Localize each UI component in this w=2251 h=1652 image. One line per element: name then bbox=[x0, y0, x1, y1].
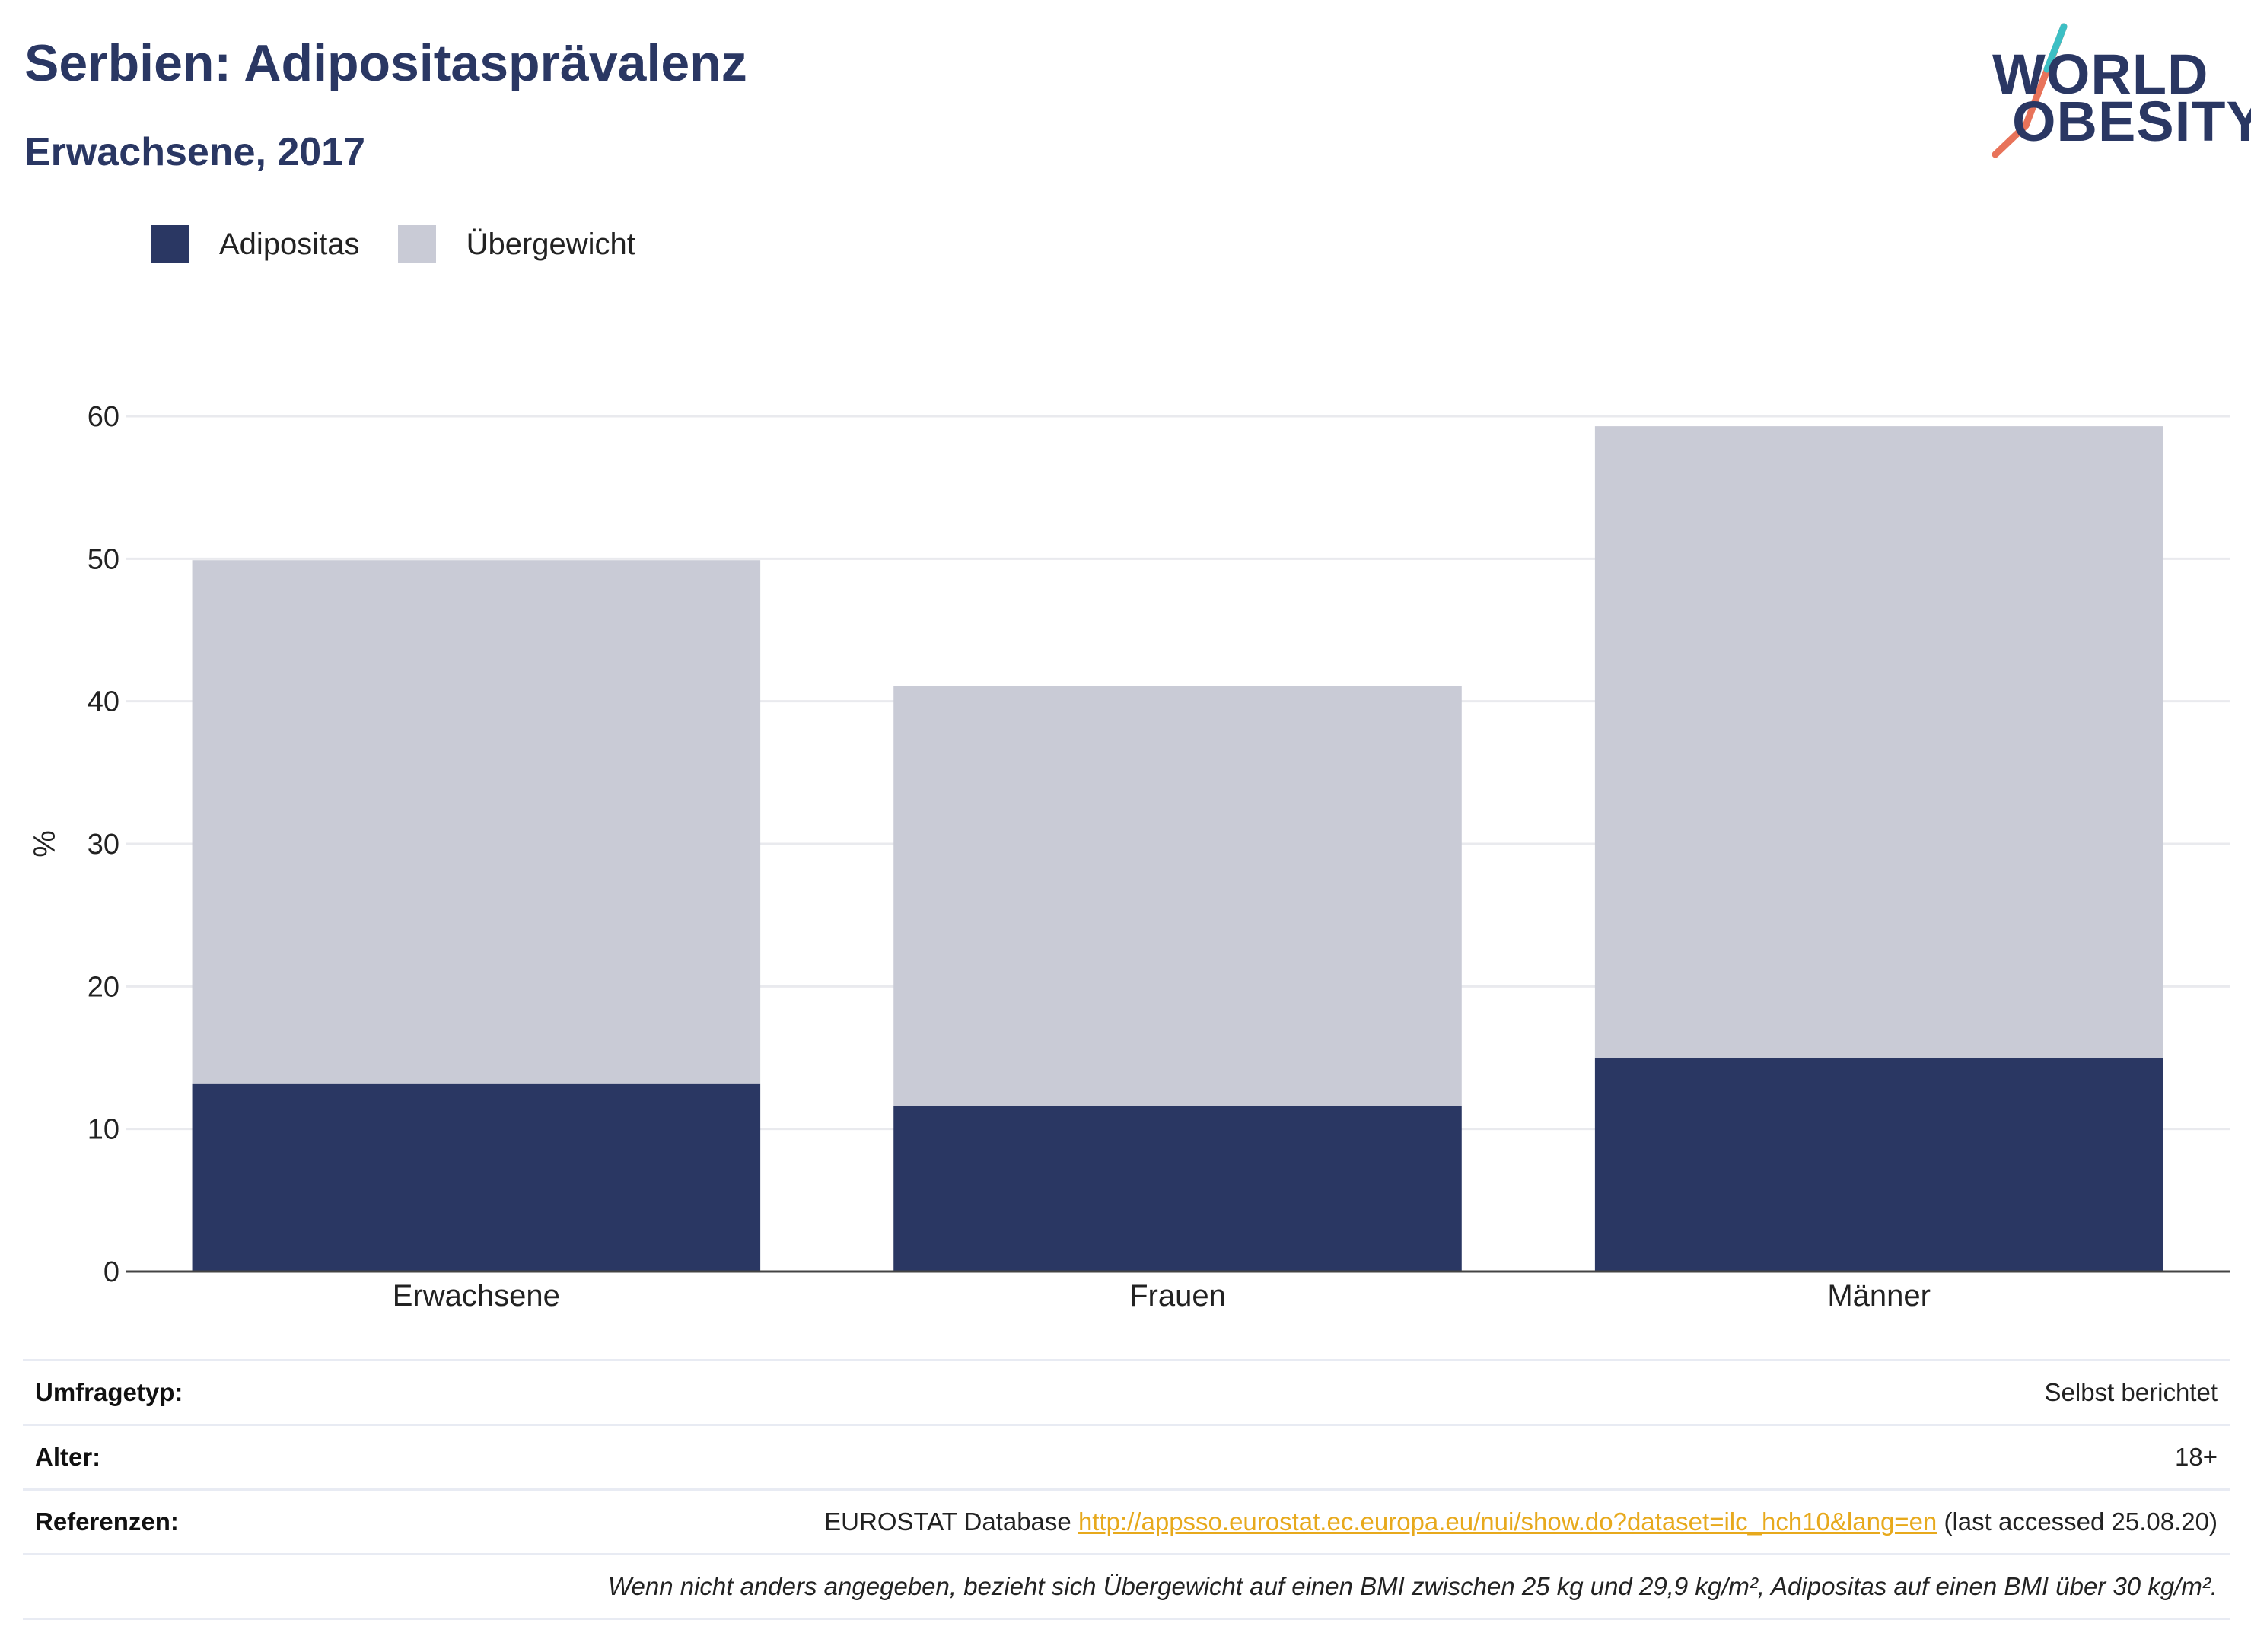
legend-label-adipositas: Adipositas bbox=[219, 227, 360, 261]
y-tick-label: 60 bbox=[88, 401, 119, 433]
reference-source: EUROSTAT Database bbox=[824, 1507, 1071, 1536]
chart-subtitle: Erwachsene, 2017 bbox=[24, 130, 366, 174]
y-tick-label: 50 bbox=[88, 543, 119, 575]
legend-item-uebergewicht[interactable]: Übergewicht bbox=[397, 225, 635, 263]
x-tick-label: Männer bbox=[1827, 1279, 1931, 1313]
survey-value: Selbst berichtet bbox=[2044, 1378, 2218, 1406]
stacked-bar-chart: 0 10 20 30 40 50 60% Erwachsene Frauen Männer bbox=[28, 401, 2230, 1313]
survey-label: Umfragetyp: bbox=[35, 1378, 183, 1406]
legend-label-uebergewicht: Übergewicht bbox=[466, 227, 635, 261]
references-label: Referenzen: bbox=[35, 1507, 179, 1536]
bar-adipositas-m-nner bbox=[1594, 1058, 2163, 1272]
bar--bergewicht-erwachsene bbox=[192, 560, 761, 1084]
reference-link[interactable]: http://appsso.eurostat.ec.europa.eu/nui/… bbox=[1078, 1507, 1937, 1536]
age-label: Alter: bbox=[35, 1443, 101, 1471]
logo-slash-icon bbox=[1992, 23, 2068, 158]
y-tick-label: 10 bbox=[88, 1114, 119, 1146]
x-tick-label: Erwachsene bbox=[393, 1279, 560, 1313]
info-row-survey: Umfragetyp: Selbst berichtet bbox=[23, 1359, 2230, 1424]
y-tick-label: 20 bbox=[88, 971, 119, 1003]
chart-legend: Adipositas Übergewicht bbox=[151, 225, 673, 263]
y-axis-label: % bbox=[28, 830, 62, 858]
logo-word-obesity: OBESITY bbox=[2012, 90, 2251, 153]
logo-word-world: WORLD bbox=[1992, 43, 2209, 106]
age-value: 18+ bbox=[2175, 1443, 2218, 1471]
chart-title: Serbien: Adipositasprävalenz bbox=[24, 34, 747, 92]
world-obesity-logo: WORLD OBESITY bbox=[1979, 19, 2251, 164]
bar-adipositas-frauen bbox=[893, 1106, 1462, 1272]
y-tick-label: 0 bbox=[103, 1256, 119, 1288]
info-table: Umfragetyp: Selbst berichtet Alter: 18+ … bbox=[23, 1359, 2230, 1620]
bar-adipositas-erwachsene bbox=[192, 1083, 761, 1272]
definition-note: Wenn nicht anders angegeben, bezieht sic… bbox=[607, 1572, 2218, 1600]
x-tick-label: Frauen bbox=[1129, 1279, 1226, 1313]
legend-item-adipositas[interactable]: Adipositas bbox=[151, 225, 360, 263]
y-tick-label: 40 bbox=[88, 686, 119, 718]
legend-swatch-adipositas bbox=[151, 225, 189, 263]
info-row-age: Alter: 18+ bbox=[23, 1424, 2230, 1488]
y-tick-label: 30 bbox=[88, 829, 119, 861]
info-row-note: Wenn nicht anders angegeben, bezieht sic… bbox=[23, 1553, 2230, 1620]
references-value: EUROSTAT Database http://appsso.eurostat… bbox=[824, 1507, 2218, 1536]
reference-accessed: (last accessed 25.08.20) bbox=[1944, 1507, 2218, 1536]
bar--bergewicht-m-nner bbox=[1594, 426, 2163, 1058]
legend-swatch-uebergewicht bbox=[397, 225, 436, 263]
bar--bergewicht-frauen bbox=[893, 686, 1462, 1106]
info-row-references: Referenzen: EUROSTAT Database http://app… bbox=[23, 1488, 2230, 1553]
